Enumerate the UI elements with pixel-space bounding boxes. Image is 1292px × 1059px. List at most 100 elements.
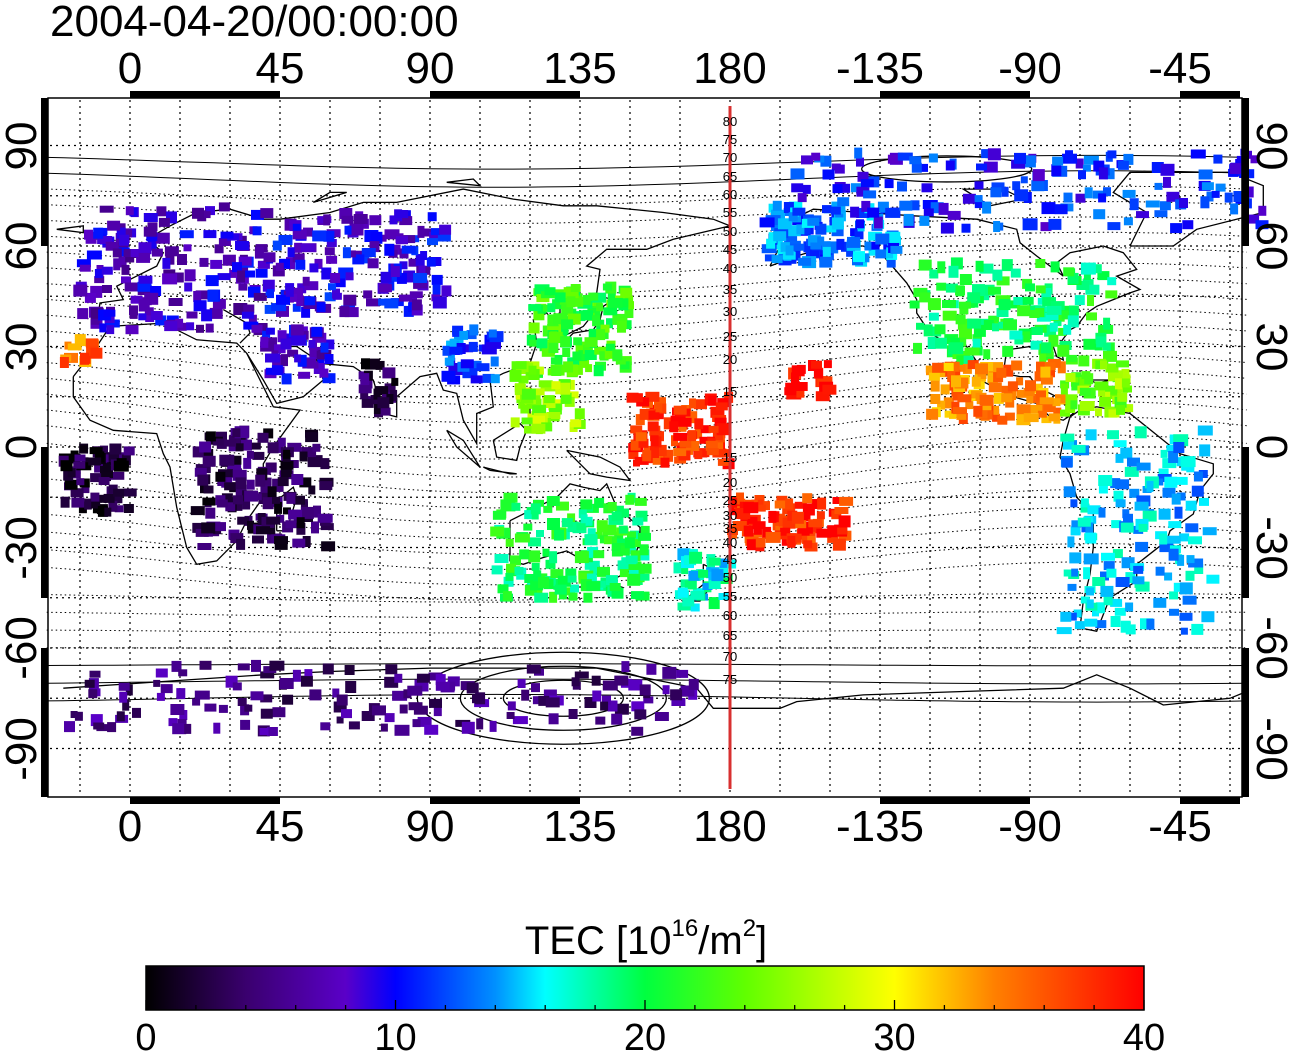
tec-cell [164,321,178,332]
tec-cell [802,222,811,235]
tec-cell [283,449,291,459]
tec-cell [593,365,604,377]
tec-cell [334,276,346,288]
meridian-180-label: 20 [723,475,737,490]
tec-cell [77,308,89,320]
tec-cell [628,561,642,571]
tec-cell [1071,568,1079,577]
tec-cell [809,525,823,534]
tec-cell [103,493,115,503]
tec-cell [1120,522,1134,533]
tec-region [673,548,737,612]
tec-cell [928,153,938,163]
tec-cell [987,148,1001,161]
tec-cell [1023,155,1036,168]
tec-cell [1106,568,1117,578]
longitude-tick-label: 0 [117,802,143,851]
frame-bar [430,91,580,98]
tec-region [784,360,837,402]
tec-cell [1121,557,1135,569]
tec-cell [138,242,152,255]
tec-cell [930,202,944,214]
tec-cell [408,258,423,267]
tec-cell [962,193,976,204]
meridian-180-label: 55 [723,205,737,220]
tec-cell [237,663,250,671]
tec-cell [967,360,979,370]
tec-cell [269,660,285,671]
tec-region [509,361,586,435]
tec-cell [1042,297,1055,307]
tec-cell [680,435,691,447]
tec-cell [1050,301,1065,311]
tec-cell [73,284,88,297]
tec-cell [638,563,652,574]
tec-cell [807,535,816,543]
tec-cell [827,525,838,538]
tec-cell [700,425,711,434]
tec-cell [312,443,321,452]
tec-cell [860,179,874,188]
tec-cell [1199,497,1209,506]
tec-cell [257,260,270,269]
tec-cell [311,521,319,534]
tec-cell [1206,191,1214,202]
tec-cell [1011,360,1023,371]
tec-cell [1080,498,1089,508]
tec-cell [1125,602,1134,612]
tec-cell [247,520,254,530]
tec-cell [288,509,303,520]
tec-cell [1050,261,1060,273]
tec-cell [433,705,442,717]
tec-cell [652,455,664,465]
tec-cell [118,256,127,268]
tec-cell [118,682,130,691]
tec-cell [116,711,125,722]
tec-cell [285,286,294,297]
tec-cell [175,318,184,328]
tec-cell [1095,620,1107,629]
tec-cell [197,543,212,550]
tec-cell [864,241,872,251]
tec-cell [759,217,775,228]
tec-cell [632,393,643,403]
tec-cell [300,243,315,252]
tec-cell [205,275,219,287]
tec-cell [1034,371,1043,382]
tec-cell [317,513,333,523]
tec-cell [930,380,940,392]
tec-cell [797,527,810,536]
tec-cell [1120,404,1134,413]
tec-cell [257,432,269,443]
tec-cell [1105,290,1118,299]
tec-cell [937,400,946,410]
tec-cell [976,293,984,304]
tec-cell [326,255,338,264]
tec-cell [490,374,500,384]
tec-cell [1001,186,1009,197]
tec-cell [718,449,731,458]
tec-cell [1070,526,1081,536]
tec-cell [225,502,236,512]
tec-cell [584,350,597,360]
tec-cell [416,673,430,683]
tec-cell [90,492,100,502]
tec-cell [837,183,851,193]
tec-cell [956,412,967,420]
tec-cell [497,584,509,594]
tec-cell [549,591,558,603]
tec-cell [764,254,775,262]
tec-cell [823,360,832,369]
tec-cell [856,219,864,229]
tec-cell [256,526,270,535]
tec-cell [370,231,383,244]
tec-cell [554,584,567,595]
tec-cell [938,202,949,215]
tec-cell [432,284,441,295]
tec-cell [322,663,334,675]
tec-cell [285,520,299,529]
tec-cell [948,342,964,355]
frame-bar [130,91,280,98]
tec-cell [752,504,766,512]
tec-cell [551,381,561,390]
